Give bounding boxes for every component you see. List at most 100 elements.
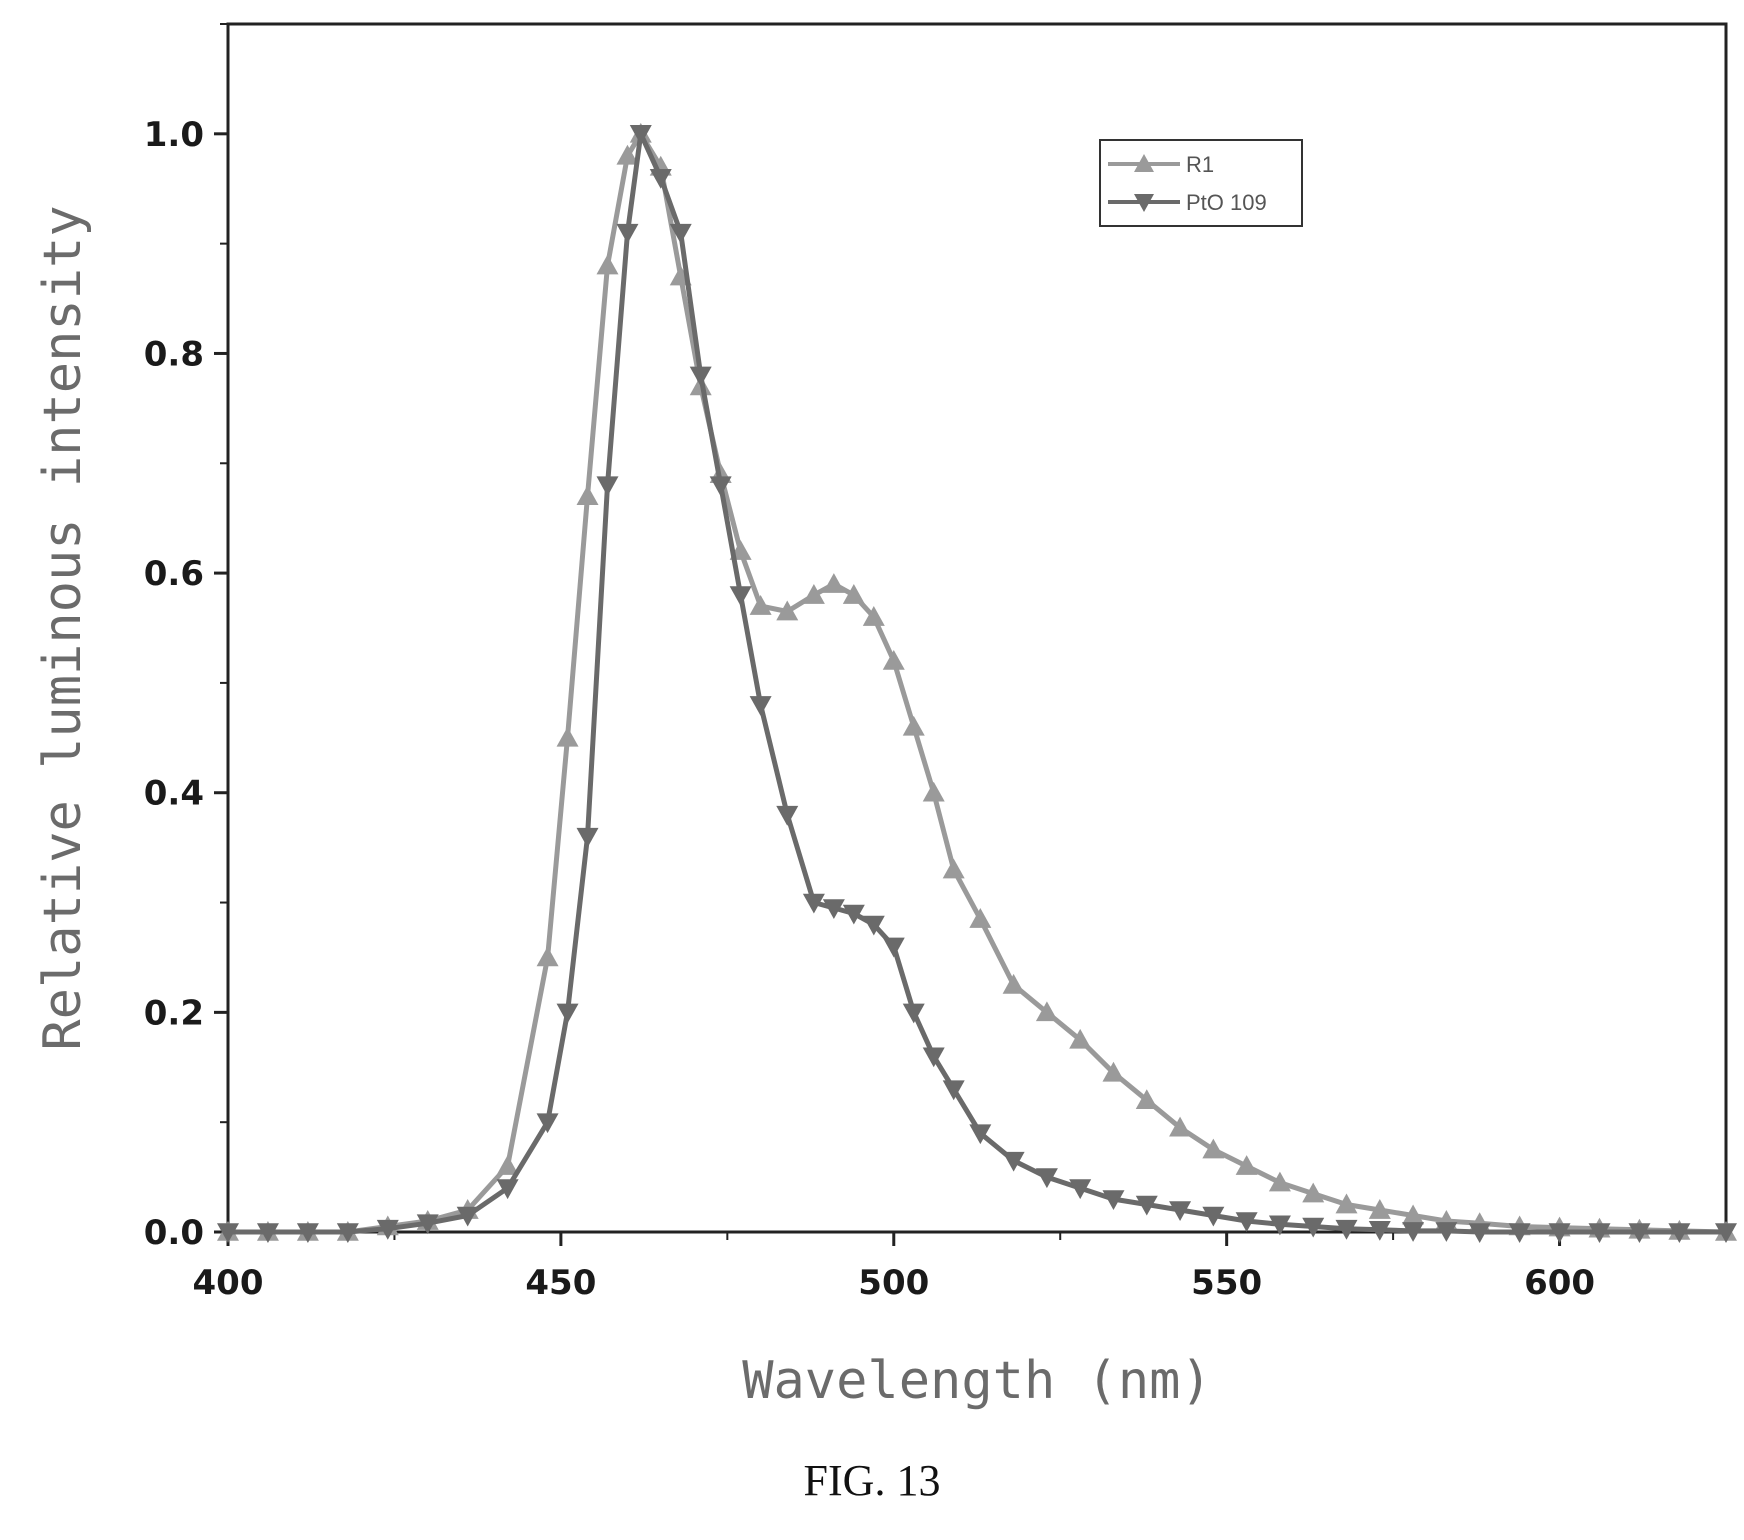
data-point <box>536 946 559 967</box>
data-point <box>922 1047 945 1068</box>
data-point <box>822 899 845 920</box>
data-point <box>1628 1223 1651 1243</box>
legend-item: PtO 109 <box>1108 190 1267 215</box>
data-point <box>862 915 885 936</box>
data-point <box>1668 1223 1691 1243</box>
axis-ticks <box>214 23 1562 1246</box>
y-tick-label: 0.0 <box>144 1213 204 1253</box>
data-point <box>922 781 945 802</box>
data-point <box>1368 1221 1391 1241</box>
data-point <box>776 805 799 826</box>
x-tick-label: 550 <box>1191 1263 1262 1303</box>
data-point <box>882 649 905 670</box>
y-axis-title: Relative luminous intensity <box>33 205 93 1050</box>
data-point <box>776 600 799 621</box>
x-tick-label: 500 <box>858 1263 929 1303</box>
series-line <box>228 131 1727 1235</box>
figure-caption: FIG. 13 <box>803 1456 941 1505</box>
data-point <box>969 908 992 928</box>
data-point <box>1302 1182 1325 1203</box>
data-point <box>616 144 639 165</box>
series-line <box>228 131 1726 1235</box>
data-point <box>376 1219 399 1240</box>
data-point <box>969 1124 992 1145</box>
legend-swatch-marker <box>1134 154 1154 172</box>
data-point <box>729 586 752 607</box>
x-tick-label: 400 <box>193 1263 264 1303</box>
data-point <box>556 1003 579 1024</box>
data-point <box>416 1214 439 1235</box>
data-point <box>822 573 845 593</box>
data-point <box>1235 1155 1258 1175</box>
data-point <box>1335 1193 1358 1214</box>
data-point <box>616 223 639 244</box>
data-point <box>709 476 732 497</box>
y-tick-label: 0.6 <box>144 554 204 594</box>
data-point <box>1035 1168 1058 1189</box>
data-point <box>1202 1138 1225 1159</box>
series-r1 <box>217 122 1737 1241</box>
data-point <box>576 827 599 848</box>
data-point <box>1202 1206 1225 1227</box>
y-tick-label: 1.0 <box>144 115 204 155</box>
y-tick-label: 0.2 <box>144 993 204 1033</box>
data-point <box>902 1003 925 1024</box>
data-point <box>842 904 865 925</box>
data-point <box>749 696 772 716</box>
plot-frame <box>226 22 1728 1234</box>
legend-swatch-marker <box>1134 194 1154 212</box>
tick-labels: 400 450 500 550 600 0.0 0.2 0.4 0.6 0.8 1.0 <box>144 115 1595 1303</box>
data-point <box>882 937 905 958</box>
data-point <box>1548 1223 1571 1243</box>
data-point <box>1302 1217 1325 1238</box>
data-point <box>1002 1151 1025 1172</box>
data-point <box>496 1179 519 1200</box>
data-point <box>596 254 619 275</box>
data-point <box>1135 1089 1158 1110</box>
data-point <box>629 125 652 145</box>
series-pto109 <box>217 125 1737 1243</box>
legend: R1 PtO 109 <box>1099 139 1303 227</box>
legend-label: PtO 109 <box>1186 190 1267 215</box>
data-point <box>1035 1001 1058 1022</box>
x-axis-title: Wavelength (nm) <box>742 1351 1212 1411</box>
data-point <box>1268 1215 1291 1236</box>
legend-item: R1 <box>1108 152 1214 177</box>
y-tick-label: 0.8 <box>144 334 204 374</box>
data-point <box>1508 1223 1531 1243</box>
data-point <box>1069 1028 1092 1049</box>
y-tick-label: 0.4 <box>144 774 204 814</box>
data-point <box>942 858 965 879</box>
data-point <box>1402 1204 1425 1225</box>
data-point <box>1435 1222 1458 1242</box>
legend-box <box>1099 139 1303 227</box>
data-point <box>669 223 692 244</box>
data-point <box>842 584 865 604</box>
x-tick-label: 450 <box>525 1263 596 1303</box>
data-point <box>217 1223 239 1243</box>
data-point <box>1402 1222 1425 1242</box>
data-point <box>1588 1223 1611 1243</box>
data-point <box>1102 1190 1125 1211</box>
data-point <box>1268 1171 1291 1192</box>
data-point <box>749 595 772 615</box>
data-point <box>1715 1223 1737 1243</box>
data-point <box>902 715 925 736</box>
data-point <box>556 726 579 747</box>
data-point <box>576 485 599 506</box>
legend-label: R1 <box>1186 152 1214 177</box>
data-point <box>1135 1195 1158 1216</box>
series-layer <box>217 122 1737 1243</box>
data-point <box>596 476 619 497</box>
data-point <box>689 366 712 387</box>
data-point <box>1468 1223 1491 1243</box>
data-point <box>1335 1219 1358 1240</box>
data-point <box>649 168 672 189</box>
data-point <box>802 584 825 604</box>
data-point <box>336 1223 359 1243</box>
data-point <box>862 606 885 626</box>
data-point <box>802 893 825 914</box>
data-point <box>1368 1199 1391 1219</box>
data-point <box>1169 1201 1192 1222</box>
